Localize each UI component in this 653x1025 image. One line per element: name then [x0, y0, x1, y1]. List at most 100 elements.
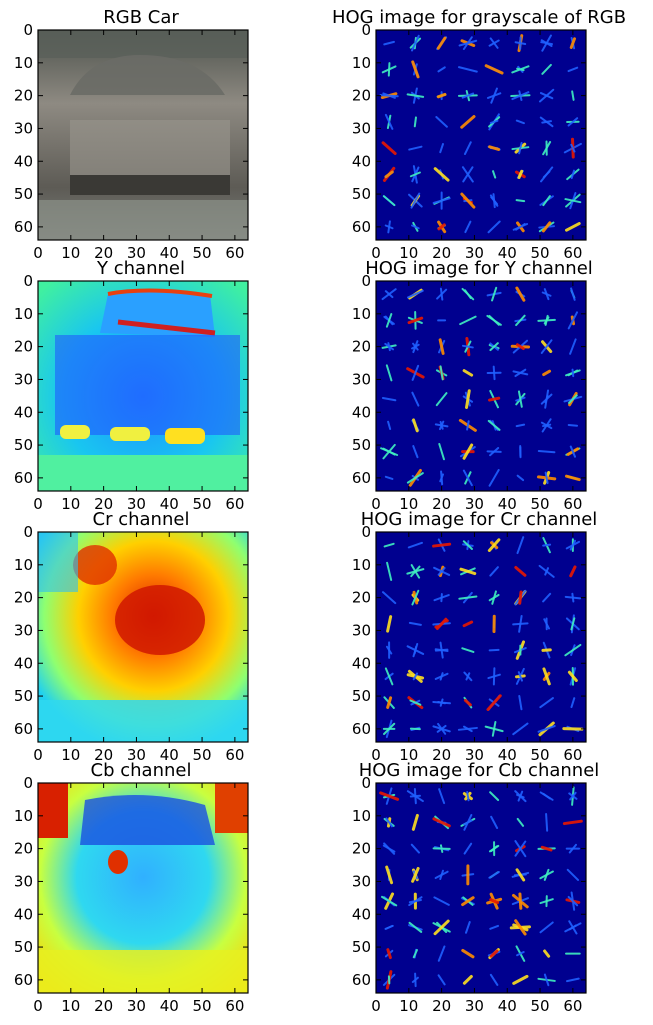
hog-gradient-mark	[384, 170, 394, 179]
x-tick-label: 30	[127, 746, 146, 764]
y-tick-label: 0	[23, 272, 33, 290]
hog-gradient-mark	[384, 113, 394, 130]
hog-gradient-mark	[435, 617, 448, 631]
x-tick-label: 60	[563, 495, 582, 513]
hog-gradient-mark	[543, 973, 550, 987]
hog-gradient-mark	[461, 647, 475, 653]
hog-gradient-mark	[515, 343, 525, 351]
hog-gradient-mark	[566, 868, 580, 881]
x-tick-label: 20	[432, 495, 451, 513]
x-tick-label: 40	[160, 495, 179, 513]
panel-title: HOG image for Cb channel	[359, 760, 600, 781]
hog-gradient-mark	[564, 643, 582, 657]
hog-gradient-mark	[488, 145, 501, 151]
hog-gradient-mark	[562, 727, 584, 731]
x-tick-label: 30	[465, 997, 484, 1015]
hog-gradient-mark	[516, 951, 525, 957]
hog-gradient-mark	[544, 471, 549, 485]
hog-gradient-mark	[515, 199, 526, 203]
hog-gradient-mark	[433, 919, 450, 936]
hog-image-grayscale	[376, 30, 586, 240]
hog-gradient-mark	[437, 974, 446, 986]
hog-gradient-mark	[537, 450, 556, 454]
hog-gradient-mark	[569, 565, 577, 578]
hog-gradient-mark	[408, 621, 422, 626]
hog-image-y	[376, 281, 586, 491]
hog-gradient-mark	[512, 974, 529, 985]
y-tick-label: 30	[352, 119, 371, 137]
hog-gradient-mark	[463, 671, 473, 682]
panel-cr-channel: Cr channel	[38, 509, 248, 742]
axes-frame	[375, 531, 587, 743]
panel-hog-y: HOG image for Y channel	[365, 258, 593, 491]
hog-gradient-mark	[567, 311, 579, 330]
x-tick-label: 10	[61, 746, 80, 764]
hog-gradient-mark	[382, 443, 396, 460]
hog-gradient-mark	[464, 220, 472, 234]
hog-gradient-mark	[437, 66, 446, 73]
x-tick-label: 20	[432, 746, 451, 764]
x-tick-label: 50	[531, 746, 550, 764]
hog-gradient-mark	[542, 369, 552, 377]
y-tick-label: 10	[352, 556, 371, 574]
hog-gradient-mark	[570, 169, 576, 180]
x-tick-label: 30	[465, 495, 484, 513]
hog-gradient-mark	[462, 540, 473, 550]
hog-image-cb	[376, 783, 586, 993]
y-tick-label: 10	[14, 54, 33, 72]
hog-gradient-mark	[514, 919, 527, 936]
hog-gradient-mark	[379, 791, 400, 801]
hog-gradient-mark	[461, 92, 475, 99]
y-tick-label: 50	[352, 185, 371, 203]
hog-gradient-mark	[489, 119, 499, 124]
y-tick-label: 40	[14, 152, 33, 170]
hog-gradient-mark	[439, 365, 444, 381]
y-tick-label: 50	[352, 938, 371, 956]
x-tick-label: 30	[465, 244, 484, 262]
hog-gradient-mark	[466, 790, 470, 802]
y-channel-heatmap	[38, 281, 248, 491]
hog-gradient-mark	[538, 88, 555, 103]
x-tick-label: 0	[371, 997, 381, 1015]
hog-gradient-mark	[438, 443, 445, 461]
x-tick-label: 40	[160, 997, 179, 1015]
hog-gradient-mark	[537, 725, 556, 733]
hog-gradient-mark	[383, 842, 396, 855]
hog-gradient-mark	[433, 167, 450, 182]
hog-gradient-mark	[379, 94, 399, 98]
hog-gradient-mark	[484, 725, 504, 733]
hog-gradient-mark	[463, 842, 473, 855]
y-tick-label: 10	[14, 305, 33, 323]
hog-gradient-mark	[487, 673, 501, 680]
hog-gradient-mark	[385, 865, 394, 885]
hog-gradient-mark	[410, 192, 421, 209]
hog-gradient-mark	[514, 840, 527, 858]
hog-gradient-mark	[562, 819, 583, 826]
hog-gradient-mark	[462, 620, 474, 628]
x-tick-label: 60	[225, 746, 244, 764]
hog-gradient-mark	[411, 391, 420, 407]
hog-gradient-mark	[410, 565, 421, 578]
x-tick-label: 30	[127, 495, 146, 513]
panel-hog-cr: HOG image for Cr channel	[361, 509, 597, 742]
axes-frame	[375, 29, 587, 241]
y-tick-label: 0	[361, 272, 371, 290]
x-tick-label: 0	[33, 495, 43, 513]
y-tick-label: 10	[14, 807, 33, 825]
hog-gradient-mark	[518, 141, 523, 155]
hog-gradient-mark	[408, 896, 423, 907]
hog-gradient-mark	[381, 396, 397, 402]
hog-gradient-mark	[413, 116, 417, 128]
hog-gradient-mark	[381, 141, 397, 155]
hog-gradient-mark	[567, 670, 578, 682]
hog-image-cr	[376, 532, 586, 742]
y-tick-label: 60	[14, 971, 33, 989]
hog-gradient-mark	[567, 117, 579, 127]
hog-gradient-mark	[412, 948, 419, 959]
y-tick-label: 40	[352, 905, 371, 923]
hog-gradient-mark	[407, 541, 423, 549]
cr-channel-heatmap	[38, 532, 248, 742]
hog-gradient-mark	[543, 949, 551, 958]
y-tick-label: 20	[352, 589, 371, 607]
hog-gradient-mark	[411, 34, 420, 52]
